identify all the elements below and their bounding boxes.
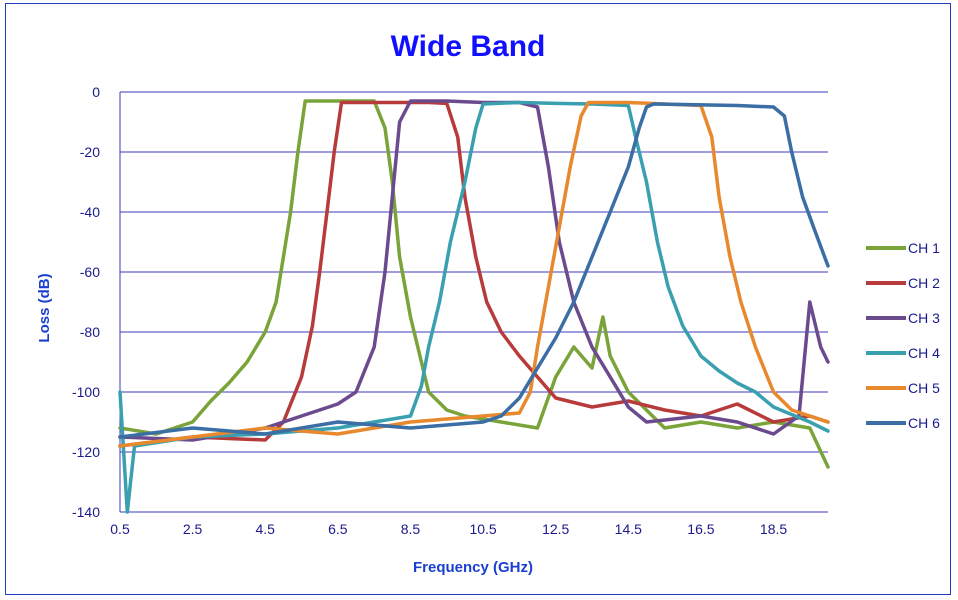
chart-title: Wide Band [391, 30, 546, 63]
x-tick-label: 16.5 [687, 521, 714, 537]
y-axis-label: Loss (dB) [36, 273, 53, 342]
legend-item: CH 6 [866, 415, 940, 431]
y-tick-label: -80 [80, 324, 100, 340]
y-tick-labels: 0 -20 -40 -60 -80 -100 -120 -140 [72, 84, 100, 520]
chart-frame: Wide Band 0 -20 -40 -60 -80 -100 -120 -140 0.5 2… [5, 3, 951, 595]
grid-lines [119, 91, 828, 513]
x-tick-label: 10.5 [469, 521, 496, 537]
series-line-ch-3 [118, 99, 830, 442]
series-line-ch-2 [118, 100, 830, 448]
legend-label: CH 4 [908, 345, 940, 361]
legend-item: CH 1 [866, 240, 940, 256]
plot-area [118, 99, 830, 514]
y-tick-label: -140 [72, 504, 100, 520]
y-tick-label: -60 [80, 264, 100, 280]
y-tick-label: -100 [72, 384, 100, 400]
x-tick-label: 6.5 [328, 521, 348, 537]
legend-label: CH 6 [908, 415, 940, 431]
x-tick-label: 12.5 [542, 521, 569, 537]
x-tick-label: 14.5 [615, 521, 642, 537]
x-tick-label: 0.5 [110, 521, 130, 537]
x-axis-label: Frequency (GHz) [413, 559, 533, 576]
legend-item: CH 3 [866, 310, 940, 326]
y-tick-label: -40 [80, 204, 100, 220]
x-tick-label: 8.5 [401, 521, 421, 537]
x-tick-labels: 0.5 2.5 4.5 6.5 8.5 10.5 12.5 14.5 16.5 18.5 [110, 521, 787, 537]
legend-label: CH 2 [908, 275, 940, 291]
legend-label: CH 3 [908, 310, 940, 326]
x-tick-label: 2.5 [183, 521, 203, 537]
x-tick-label: 18.5 [760, 521, 787, 537]
legend-item: CH 5 [866, 380, 940, 396]
y-tick-label: -20 [80, 144, 100, 160]
legend-item: CH 2 [866, 275, 940, 291]
y-tick-label: 0 [92, 84, 100, 100]
x-tick-label: 4.5 [255, 521, 275, 537]
series-line-ch-5 [118, 100, 830, 448]
y-tick-label: -120 [72, 444, 100, 460]
series-line-ch-1 [118, 99, 830, 469]
legend: CH 1 CH 2 CH 3 CH 4 CH 5 CH 6 [866, 240, 940, 431]
legend-label: CH 5 [908, 380, 940, 396]
legend-item: CH 4 [866, 345, 940, 361]
legend-label: CH 1 [908, 240, 940, 256]
series-line-ch-6 [118, 102, 830, 439]
loss-vs-frequency-chart: Wide Band 0 -20 -40 -60 -80 -100 -120 -140 0.5 2… [36, 30, 940, 576]
series-line-ch-4 [118, 100, 830, 514]
